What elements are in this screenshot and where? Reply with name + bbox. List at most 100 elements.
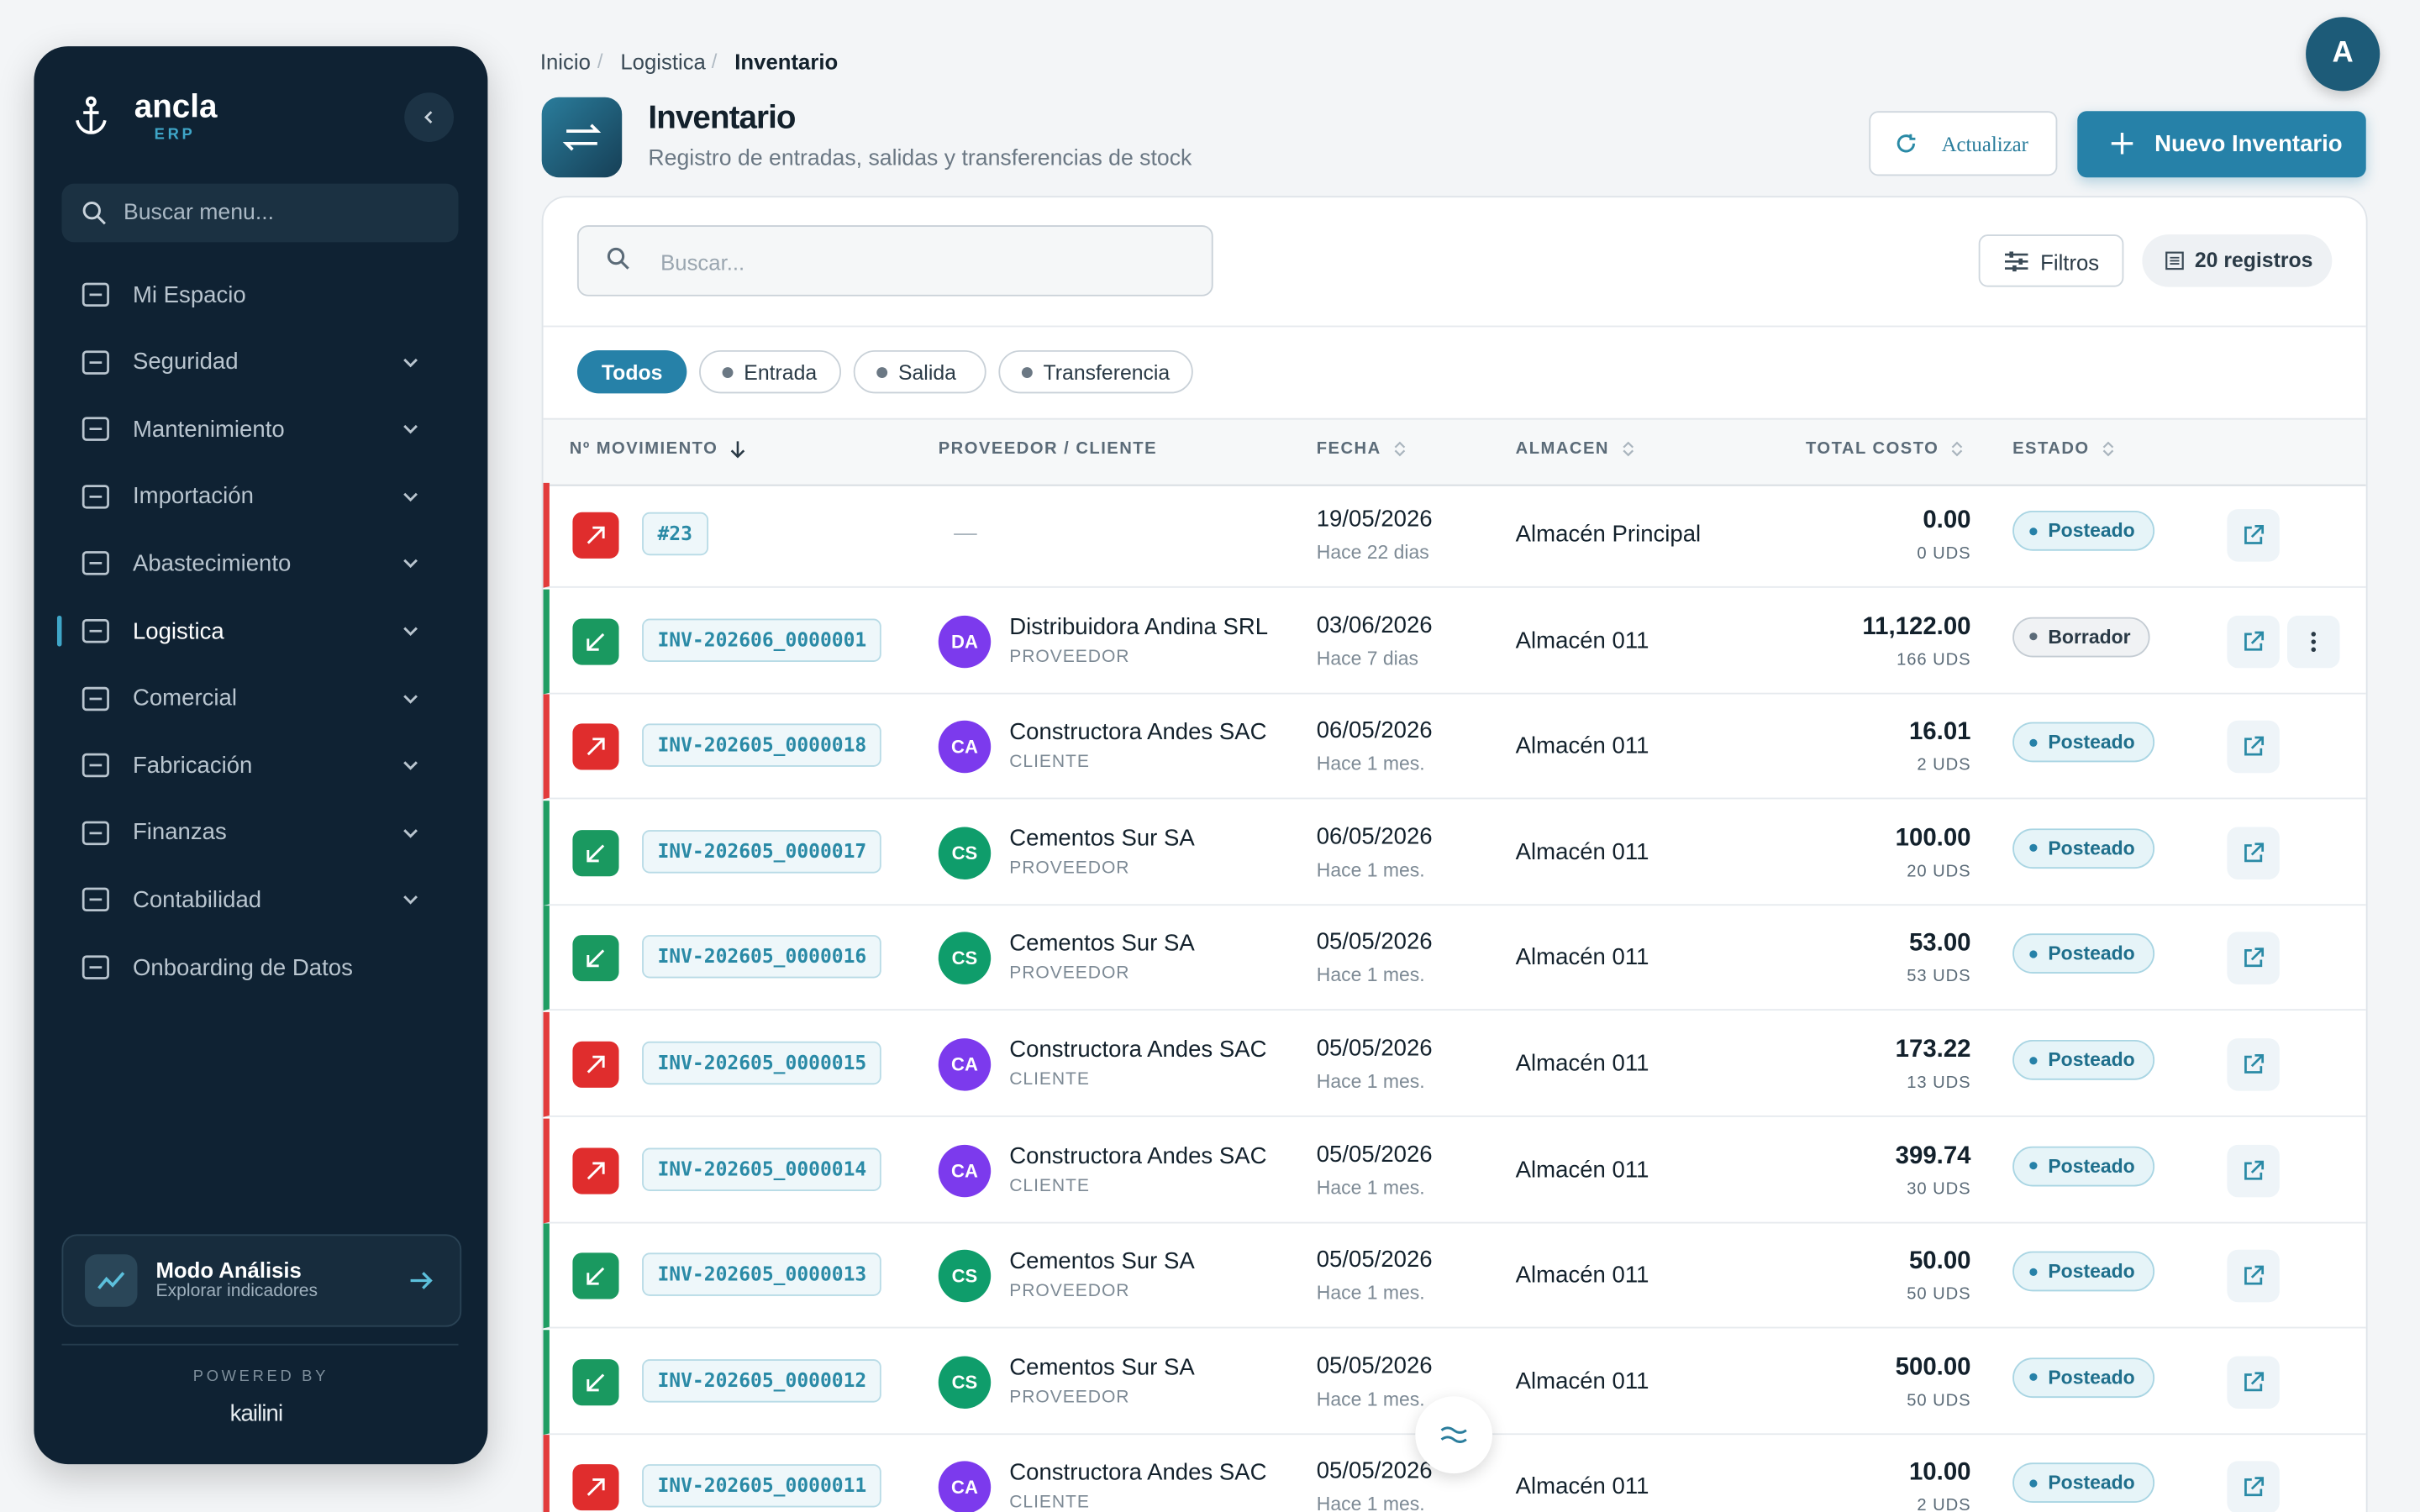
menu-label: Importación [132, 483, 254, 510]
status-label: Posteado [2048, 1260, 2135, 1283]
warehouse: Almacén 011 [1515, 732, 1649, 760]
date: 03/06/2026 [1316, 612, 1433, 638]
column-header: TOTAL COSTO [1806, 439, 1964, 459]
open-button[interactable] [2227, 1038, 2280, 1091]
filters-label: Filtros [2040, 249, 2100, 275]
refresh-button[interactable]: Actualizar [1869, 111, 2058, 176]
incoming-icon [572, 1358, 619, 1405]
floating-button[interactable] [1415, 1396, 1493, 1474]
new-button[interactable]: Nuevo Inventario [2077, 111, 2366, 178]
movement-id[interactable]: INV-202605_0000015 [642, 1041, 882, 1085]
promo-card[interactable]: Modo Análisis Explorar indicadores [61, 1234, 462, 1327]
powered-by: POWERED BY [192, 1368, 329, 1386]
column-label: PROVEEDOR / CLIENTE [938, 439, 1158, 459]
party-role: CLIENTE [1009, 1494, 1090, 1512]
menu-item[interactable]: Mi Espacio [61, 267, 460, 323]
column-label: FECHA [1316, 439, 1381, 459]
movement-id[interactable]: #23 [642, 512, 708, 556]
incoming-icon [572, 935, 619, 982]
column-header: PROVEEDOR / CLIENTE [939, 439, 1157, 458]
party-avatar: CA [938, 721, 992, 774]
menu-item[interactable]: Abastecimiento [61, 536, 460, 591]
party-role: PROVEEDOR [1009, 1388, 1130, 1407]
movement-id[interactable]: INV-202605_0000018 [642, 723, 882, 768]
menu-item[interactable]: Seguridad [61, 334, 460, 390]
powered-brand: kailini [229, 1400, 283, 1427]
outgoing-icon [572, 1147, 619, 1194]
table-row: INV-202605_0000014 CA Constructora Andes S… [543, 1117, 2366, 1223]
movement-id[interactable]: INV-202605_0000012 [642, 1358, 882, 1403]
menu-label: Abastecimiento [132, 550, 292, 577]
status-badge: Borrador [2012, 616, 2151, 657]
menu-search[interactable]: Buscar menu... [61, 183, 459, 243]
collapse-button[interactable] [404, 92, 455, 142]
open-button[interactable] [2227, 721, 2280, 774]
table-row: INV-202605_0000015 CA Constructora Andes S… [543, 1011, 2366, 1117]
total-cost: 100.00 [1895, 825, 1971, 852]
filters-button[interactable]: Filtros [1978, 234, 2124, 287]
menu-item[interactable]: Mantenimiento [61, 402, 460, 457]
filter-tab[interactable]: Salida [853, 349, 986, 394]
menu-label: Mi Espacio [132, 281, 246, 308]
movement-id[interactable]: INV-202605_0000013 [642, 1252, 882, 1297]
date: 06/05/2026 [1316, 717, 1433, 744]
filter-tab-label: Todos [601, 360, 663, 384]
filter-tab[interactable]: Todos [576, 349, 687, 394]
menu-item[interactable]: Finanzas [61, 805, 460, 860]
date-relative: Hace 1 mes. [1316, 753, 1425, 775]
menu-item[interactable]: Comercial [61, 670, 460, 726]
filter-tab[interactable]: Transferencia [998, 349, 1193, 394]
party-role: CLIENTE [1009, 1070, 1090, 1089]
menu-item[interactable]: Fabricación [61, 738, 460, 793]
table-card: Buscar... Filtros 20 registros Todos Entr… [541, 196, 2368, 1512]
user-avatar[interactable]: A [2306, 17, 2381, 92]
open-button[interactable] [2227, 1144, 2280, 1197]
units: 50 UDS [1907, 1285, 1971, 1305]
open-button[interactable] [2227, 1356, 2280, 1409]
status-badge: Posteado [2012, 1039, 2155, 1080]
movement-id[interactable]: INV-202605_0000014 [642, 1147, 882, 1191]
status-label: Posteado [2048, 1472, 2135, 1494]
movement-id[interactable]: INV-202606_0000001 [642, 617, 882, 662]
open-button[interactable] [2227, 827, 2280, 879]
units: 53 UDS [1907, 968, 1971, 987]
total-cost: 500.00 [1895, 1354, 1971, 1381]
status-badge: Posteado [2012, 1145, 2155, 1186]
refresh-label: Actualizar [1941, 132, 2028, 156]
party-role: PROVEEDOR [1009, 647, 1130, 666]
movement-id[interactable]: INV-202605_0000017 [642, 829, 882, 874]
outgoing-icon [572, 512, 619, 559]
movement-id[interactable]: INV-202605_0000011 [642, 1464, 882, 1509]
table-search[interactable]: Buscar... [576, 225, 1213, 297]
movement-id[interactable]: INV-202605_0000016 [642, 935, 882, 979]
menu-label: Finanzas [132, 819, 227, 847]
party-avatar: CA [938, 1038, 992, 1091]
open-button[interactable] [2227, 1462, 2280, 1512]
date-relative: Hace 1 mes. [1316, 964, 1425, 987]
menu-label: Comercial [132, 685, 237, 711]
status-label: Posteado [2048, 519, 2135, 542]
menu-item[interactable]: Onboarding de Datos [61, 940, 460, 995]
party-avatar: CA [938, 1144, 992, 1197]
incoming-icon [572, 617, 619, 664]
more-button[interactable] [2287, 615, 2340, 668]
filter-tab[interactable]: Entrada [699, 349, 842, 394]
date-relative: Hace 1 mes. [1316, 858, 1425, 881]
open-button[interactable] [2227, 615, 2280, 668]
party-name: Constructora Andes SAC [1009, 1460, 1267, 1487]
menu-item[interactable]: Importación [61, 469, 460, 524]
search-placeholder: Buscar menu... [123, 200, 275, 226]
menu-label: Contabilidad [132, 886, 262, 914]
open-button[interactable] [2227, 1250, 2280, 1303]
status-label: Posteado [2048, 837, 2135, 859]
menu-item[interactable]: Logistica [56, 603, 460, 659]
open-button[interactable] [2227, 932, 2280, 985]
menu-item[interactable]: Contabilidad [61, 872, 460, 927]
total-cost: 50.00 [1908, 1248, 1971, 1275]
date-relative: Hace 1 mes. [1316, 1282, 1425, 1305]
table-row: #23 — 19/05/2026 Hace 22 dias Almacén Princi… [543, 482, 2366, 588]
promo-title: Modo Análisis [155, 1257, 302, 1283]
record-count-label: 20 registros [2194, 248, 2313, 272]
total-cost: 173.22 [1895, 1037, 1971, 1063]
open-button[interactable] [2227, 509, 2280, 562]
